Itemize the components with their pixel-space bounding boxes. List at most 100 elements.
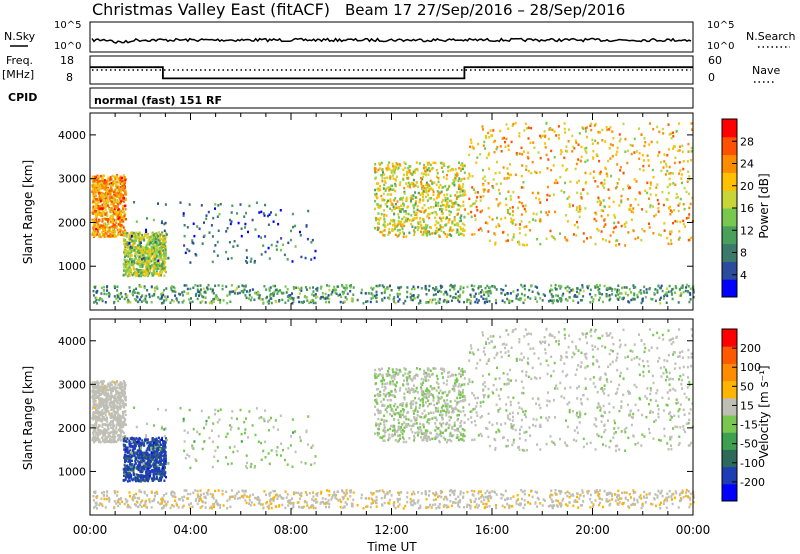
velocity-cell xyxy=(134,462,137,465)
power-cell xyxy=(211,235,214,238)
power-cell xyxy=(608,196,611,200)
velocity-cell xyxy=(121,415,124,418)
power-cell xyxy=(576,226,579,229)
power-cell xyxy=(485,221,487,224)
power-cell xyxy=(300,255,303,259)
power-cell xyxy=(416,208,419,212)
power-cell xyxy=(463,177,466,180)
power-cell xyxy=(647,159,650,162)
power-cell xyxy=(626,161,629,165)
power-cell xyxy=(458,167,461,170)
power-cell xyxy=(458,208,460,211)
power-cell xyxy=(133,258,136,261)
power-cell xyxy=(360,288,363,292)
power-cell xyxy=(511,124,514,128)
power-cell xyxy=(618,140,621,143)
power-cell xyxy=(442,199,445,202)
power-cell xyxy=(122,273,125,277)
velocity-cell xyxy=(99,418,102,422)
power-cell xyxy=(419,217,422,220)
power-cell xyxy=(276,292,279,295)
velocity-cell xyxy=(123,391,125,394)
velocity-cell xyxy=(160,474,163,477)
power-cell xyxy=(96,202,99,205)
power-cell xyxy=(479,199,482,202)
power-cell xyxy=(143,286,146,290)
velocity-cell xyxy=(117,438,120,442)
power-cell xyxy=(414,297,417,300)
power-cell xyxy=(99,192,102,196)
power-cell xyxy=(536,238,539,241)
power-cell xyxy=(416,228,419,232)
power-cell xyxy=(652,127,655,131)
velocity-cell xyxy=(105,409,108,412)
power-cell xyxy=(409,292,412,296)
power-cell xyxy=(127,252,130,255)
velocity-cell xyxy=(93,390,96,393)
power-cell xyxy=(95,227,98,231)
power-cell xyxy=(104,185,107,188)
power-cell xyxy=(608,128,611,131)
power-cell xyxy=(485,156,488,160)
power-cell xyxy=(457,233,460,236)
power-cell xyxy=(642,169,645,172)
power-cell xyxy=(481,125,484,128)
power-cell xyxy=(391,223,394,227)
power-cell xyxy=(155,264,158,267)
power-cell xyxy=(97,178,100,181)
power-cell xyxy=(141,233,144,237)
power-cell xyxy=(689,202,692,206)
power-cell xyxy=(400,285,403,289)
power-cell xyxy=(102,227,105,231)
power-cell xyxy=(256,293,259,296)
power-cell xyxy=(579,299,582,302)
power-cell xyxy=(585,151,588,154)
power-cell xyxy=(517,196,520,199)
power-cell xyxy=(291,260,294,263)
power-cell xyxy=(126,269,129,272)
power-cell xyxy=(322,295,324,299)
power-cell xyxy=(92,205,95,208)
power-cell xyxy=(452,179,455,182)
power-cell xyxy=(291,292,293,295)
velocity-cell xyxy=(114,431,117,435)
power-cell xyxy=(112,203,115,206)
power-cell xyxy=(124,191,127,194)
power-cell xyxy=(426,163,429,166)
power-cell xyxy=(560,189,563,193)
power-cell xyxy=(500,150,503,153)
power-cell xyxy=(457,185,460,188)
power-cell xyxy=(119,177,122,180)
power-cell xyxy=(459,216,462,219)
power-cell xyxy=(145,263,148,267)
power-cell xyxy=(114,206,117,209)
power-cell xyxy=(380,291,383,295)
power-cell xyxy=(136,259,139,262)
power-cell xyxy=(286,288,289,291)
power-cell xyxy=(636,293,639,297)
power-cell xyxy=(505,137,508,141)
power-cell xyxy=(469,302,472,305)
power-cell xyxy=(564,286,567,290)
power-cell xyxy=(236,244,239,247)
power-cell xyxy=(387,233,390,236)
power-cell xyxy=(579,288,582,292)
power-cell xyxy=(151,251,154,254)
power-cell xyxy=(135,271,138,274)
power-cell xyxy=(238,291,241,295)
power-cell xyxy=(432,193,435,197)
power-cell xyxy=(383,183,386,187)
power-cell xyxy=(255,201,258,204)
power-cell xyxy=(141,253,144,256)
power-cell xyxy=(92,226,95,230)
power-cell xyxy=(98,298,101,302)
power-cell xyxy=(643,137,646,140)
power-cell xyxy=(670,210,673,213)
power-cell xyxy=(375,293,378,297)
power-cell xyxy=(666,287,669,290)
noise-sky-trace xyxy=(91,37,692,44)
power-cell xyxy=(524,204,527,207)
power-cell xyxy=(581,286,584,289)
power-cell xyxy=(462,227,465,230)
velocity-cell xyxy=(106,420,109,423)
